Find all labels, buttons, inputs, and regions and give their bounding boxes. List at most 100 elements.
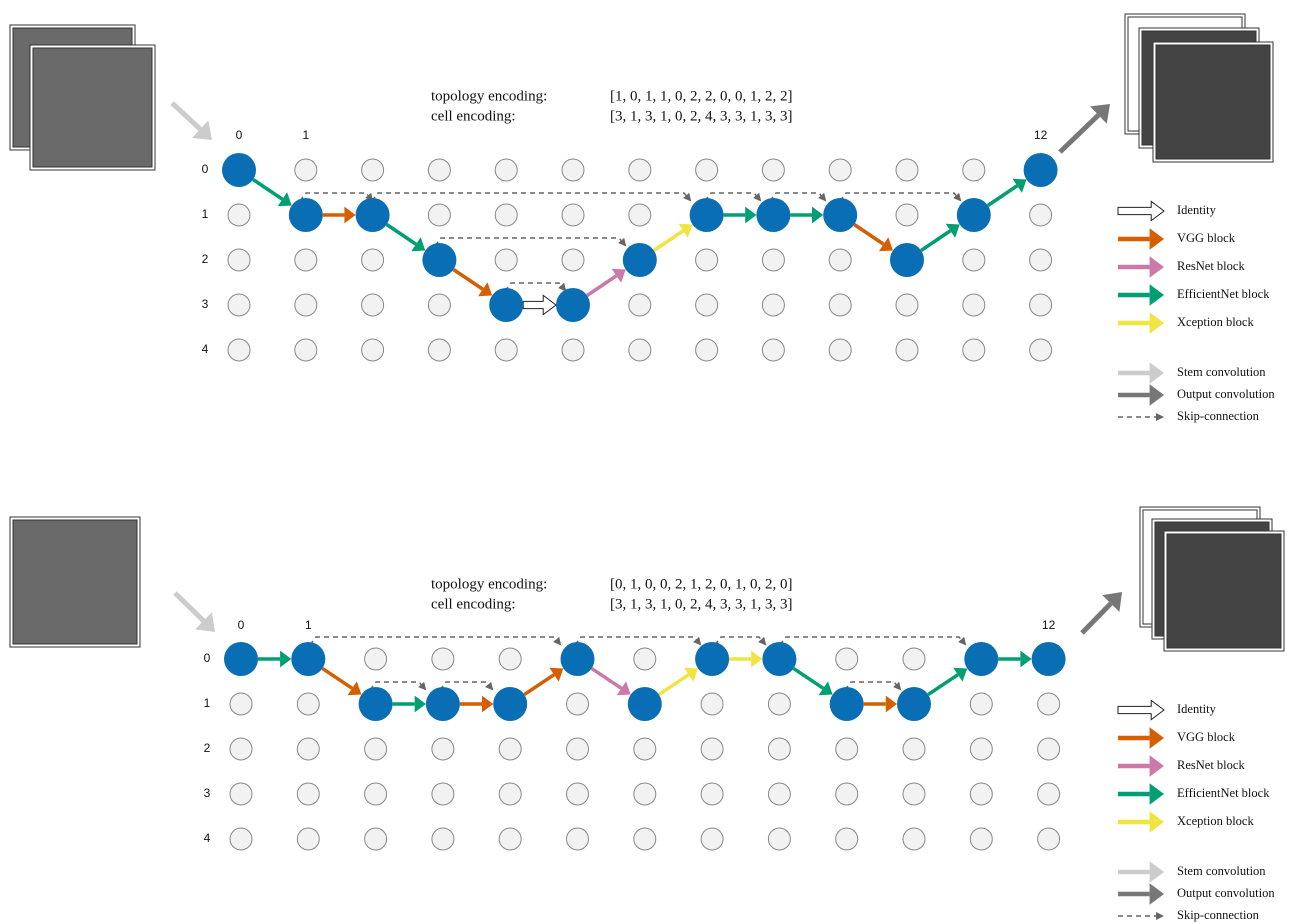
grid-node — [761, 248, 785, 272]
skip-connection — [434, 237, 627, 247]
stem-arrow-head — [192, 120, 212, 140]
legend-skip-head — [1156, 912, 1164, 920]
grid-node — [294, 338, 318, 362]
path-node — [489, 288, 524, 322]
skip-connection — [371, 192, 692, 202]
grid-node — [498, 827, 522, 851]
grid-node — [700, 692, 724, 716]
grid-node — [498, 647, 522, 671]
legend-arrow — [1117, 200, 1165, 222]
grid-node — [431, 827, 455, 851]
path-node — [964, 642, 999, 676]
edge-head — [1020, 650, 1032, 668]
edge — [385, 223, 417, 246]
path-node — [560, 642, 595, 676]
grid-node — [902, 737, 926, 761]
legend-label: EfficientNet block — [1177, 786, 1270, 800]
grid-node — [227, 338, 251, 362]
edge-head — [344, 206, 356, 224]
grid-node — [431, 737, 455, 761]
grid-node — [628, 293, 652, 317]
legend-arrow-head — [1149, 384, 1164, 406]
grid-node — [767, 737, 791, 761]
edge — [586, 274, 618, 297]
column-label: 0 — [238, 618, 245, 632]
grid-node — [494, 158, 518, 182]
grid-node — [561, 158, 585, 182]
grid-node — [700, 737, 724, 761]
output-image-content — [1155, 44, 1271, 160]
grid-node — [294, 248, 318, 272]
grid-node — [828, 158, 852, 182]
grid-node — [566, 827, 589, 851]
grid-node — [229, 737, 253, 761]
legend-label: ResNet block — [1177, 259, 1245, 273]
path-node — [358, 687, 393, 721]
topology-encoding: [1, 0, 1, 1, 0, 2, 2, 0, 0, 1, 2, 2] — [610, 88, 793, 104]
skip-connection — [574, 636, 702, 646]
legend-label: Identity — [1177, 702, 1217, 716]
legend-arrow-head — [1149, 811, 1164, 833]
grid-node — [902, 827, 926, 851]
edge-head — [878, 237, 893, 252]
path-node — [622, 243, 657, 277]
edge — [452, 268, 484, 291]
edge — [853, 223, 885, 246]
edge — [590, 666, 623, 690]
legend-label: Stem convolution — [1177, 365, 1266, 379]
cell-label: cell encoding: — [431, 596, 516, 612]
column-label: 1 — [302, 128, 309, 142]
legend-arrow-head — [1149, 727, 1164, 749]
grid-node — [296, 827, 320, 851]
legend-arrow-head — [1149, 228, 1164, 250]
edge-head — [751, 650, 763, 668]
grid-node — [633, 737, 657, 761]
legend-label: Identity — [1177, 203, 1217, 217]
grid-node — [962, 248, 986, 272]
path-node — [695, 642, 730, 676]
edge — [321, 666, 354, 690]
grid-node — [561, 338, 585, 362]
edge-head — [414, 695, 426, 713]
legend-label: VGG block — [1177, 730, 1236, 744]
grid-node — [427, 338, 451, 362]
legend-label: Xception block — [1177, 315, 1254, 329]
row-label: 0 — [202, 162, 209, 176]
row-label: 1 — [202, 207, 209, 221]
legend-arrow — [1117, 699, 1165, 721]
grid-node — [364, 782, 388, 806]
path-node — [897, 687, 931, 721]
grid-node — [1029, 293, 1053, 317]
legend-label: Output convolution — [1177, 886, 1275, 900]
legend-arrow-head — [1149, 883, 1164, 905]
edge-head — [678, 223, 693, 238]
grid-node — [761, 293, 785, 317]
path-node — [823, 198, 858, 232]
grid-node — [561, 203, 585, 227]
path-node — [291, 642, 326, 676]
grid-node — [498, 737, 522, 761]
grid-node — [895, 293, 919, 317]
legend-arrow-head — [1149, 783, 1164, 805]
grid-node — [700, 827, 724, 851]
edge-head — [1012, 178, 1027, 193]
grid-node — [828, 338, 852, 362]
grid-node — [229, 692, 253, 716]
skip-connection — [309, 636, 562, 646]
grid-node — [962, 293, 986, 317]
legend-arrow-head — [1149, 755, 1164, 777]
path-node — [222, 153, 256, 187]
grid-node — [427, 158, 451, 182]
grid-node — [700, 782, 724, 806]
grid-node — [695, 293, 719, 317]
output-arrow — [1080, 601, 1113, 635]
grid-node — [835, 827, 859, 851]
cell-encoding: [3, 1, 3, 1, 0, 2, 4, 3, 3, 1, 3, 3] — [610, 596, 793, 612]
grid-node — [296, 782, 320, 806]
stem-arrow — [173, 591, 206, 623]
edge-head — [818, 681, 833, 696]
legend-skip-head — [1156, 413, 1164, 421]
grid-node — [498, 782, 522, 806]
legend-label: ResNet block — [1177, 758, 1245, 772]
grid-node — [294, 293, 318, 317]
